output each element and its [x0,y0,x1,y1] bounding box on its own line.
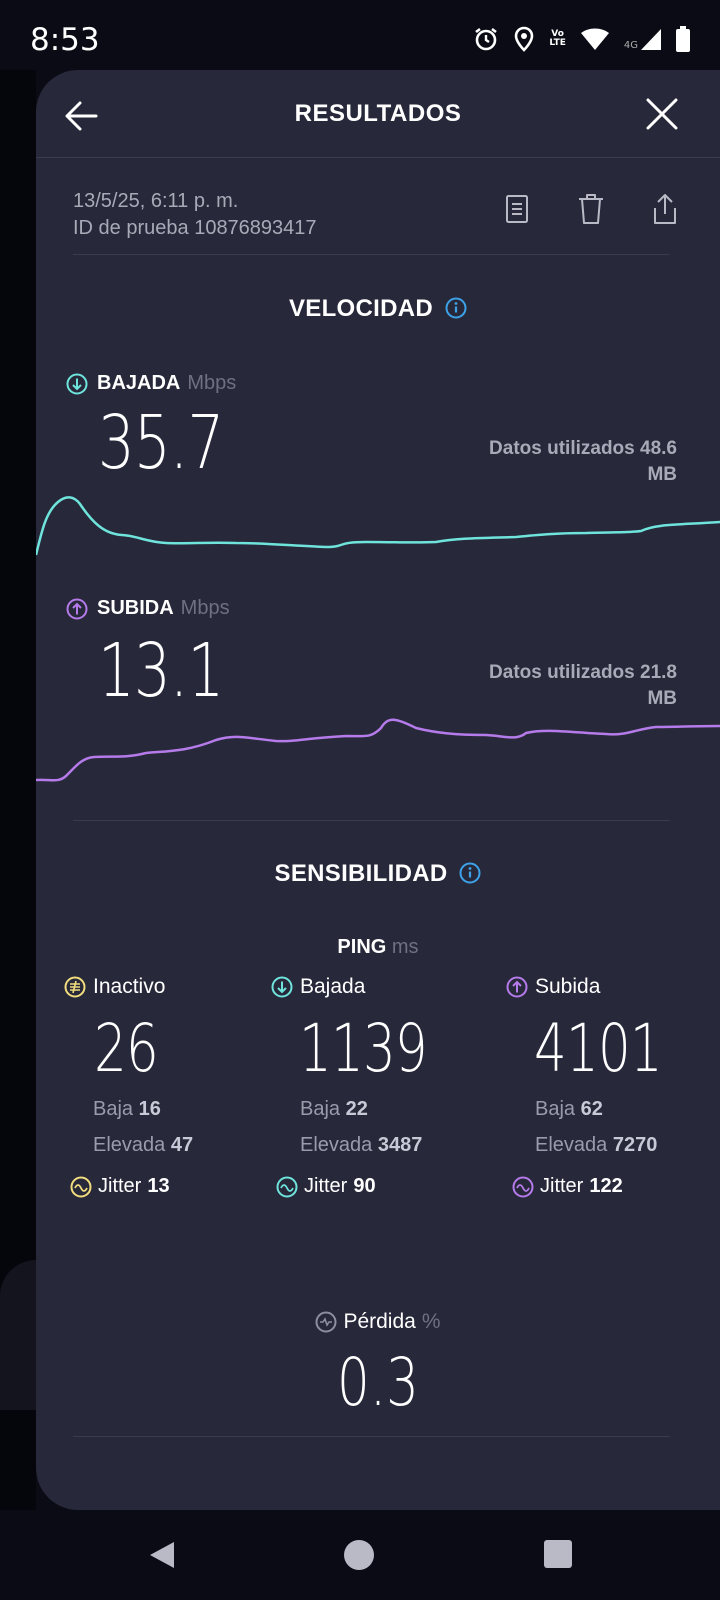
download-ping-label: Bajada [300,975,366,998]
ping-title: PING ms [337,936,419,958]
info-icon[interactable] [445,297,467,319]
idle-high: Elevada 47 [93,1134,194,1156]
close-button[interactable] [644,96,680,132]
idle-jitter: Jitter 13 [70,1175,170,1198]
info-icon[interactable] [459,862,481,884]
upload-ping-label: Subida [535,975,601,998]
loss-unit: % [421,1310,441,1333]
jitter-icon [70,1176,92,1197]
test-date: 13/5/25, 6:11 p. m. [73,190,239,212]
test-id: ID de prueba 10876893417 [73,217,317,239]
upload-speed-chart [36,718,720,782]
volte-icon: Vo LTE [549,29,566,48]
upload-arrow-icon [66,598,88,619]
loss-value: 0.3 [337,1344,419,1421]
results-panel: RESULTADOS 13/5/25, 6:11 p. m. ID de pru… [36,70,720,1510]
loss-label: Pérdida [343,1310,416,1333]
ping-download-column: Bajada 1139 Baja 22 Elevada 3487 [271,975,463,1163]
download-ping-high: Elevada 3487 [300,1134,423,1156]
idle-low: Baja 16 [93,1098,161,1120]
upload-arrow-icon [506,976,528,998]
divider [73,254,670,255]
upload-ping-low: Baja 62 [535,1098,603,1120]
alarm-icon [475,27,498,51]
download-arrow-icon [271,976,293,998]
jitter-icon [512,1176,534,1197]
upload-data-used: Datos utilizados 21.8 MB [489,662,677,709]
divider [73,820,670,821]
download-ping-low: Baja 22 [300,1098,368,1120]
download-arrow-icon [66,373,88,394]
nav-recents-button[interactable] [544,1540,572,1568]
status-time: 8:53 [30,22,100,58]
ping-idle-column: Inactivo 26 Baja 16 Elevada 47 [64,975,193,1163]
page-title: RESULTADOS [294,100,462,127]
download-speed-value: 35.7 [98,400,224,486]
download-speed-line [36,496,720,556]
upload-speed-line [36,718,720,782]
upload-label: SUBIDA Mbps [66,597,230,620]
upload-ping-high: Elevada 7270 [535,1134,658,1156]
sensibilidad-title: SENSIBILIDAD [36,860,720,888]
test-meta: 13/5/25, 6:11 p. m. ID de prueba 1087689… [73,188,317,242]
packet-loss: Pérdida% 0.3 [36,1310,720,1421]
navigation-bar [0,1510,720,1600]
idle-ping-value: 26 [94,1010,159,1087]
velocidad-title: VELOCIDAD [36,295,720,323]
idle-icon [64,976,86,998]
download-jitter: Jitter 90 [276,1175,376,1198]
document-icon[interactable] [502,192,532,226]
meta-actions [502,192,680,226]
location-icon [515,26,534,52]
nav-back-button[interactable] [148,1540,176,1570]
battery-icon [676,26,690,52]
nav-home-button[interactable] [344,1540,374,1570]
upload-ping-value: 4101 [534,1010,663,1087]
share-icon[interactable] [650,192,680,226]
ping-upload-column: Subida 4101 Baja 62 Elevada 7270 [506,975,698,1163]
status-icons: Vo LTE 4G [473,26,690,52]
network-type: 4G [623,39,638,51]
upload-speed-value: 13.1 [98,628,224,714]
header: RESULTADOS [36,70,720,158]
jitter-icon [276,1176,298,1197]
status-bar: 8:53 Vo LTE 4G [0,0,720,70]
wifi-icon [580,28,609,50]
trash-icon[interactable] [576,192,606,226]
upload-jitter: Jitter 122 [512,1175,623,1198]
download-data-used: Datos utilizados 48.6 MB [489,438,677,485]
background-card [0,1260,36,1410]
download-speed-chart [36,496,720,556]
idle-label: Inactivo [93,975,166,998]
signal-icon [641,29,661,50]
download-ping-value: 1139 [299,1010,428,1087]
back-button[interactable] [62,96,102,136]
download-label: BAJADA Mbps [66,372,236,395]
loss-icon [315,1311,337,1333]
divider [73,1436,670,1437]
